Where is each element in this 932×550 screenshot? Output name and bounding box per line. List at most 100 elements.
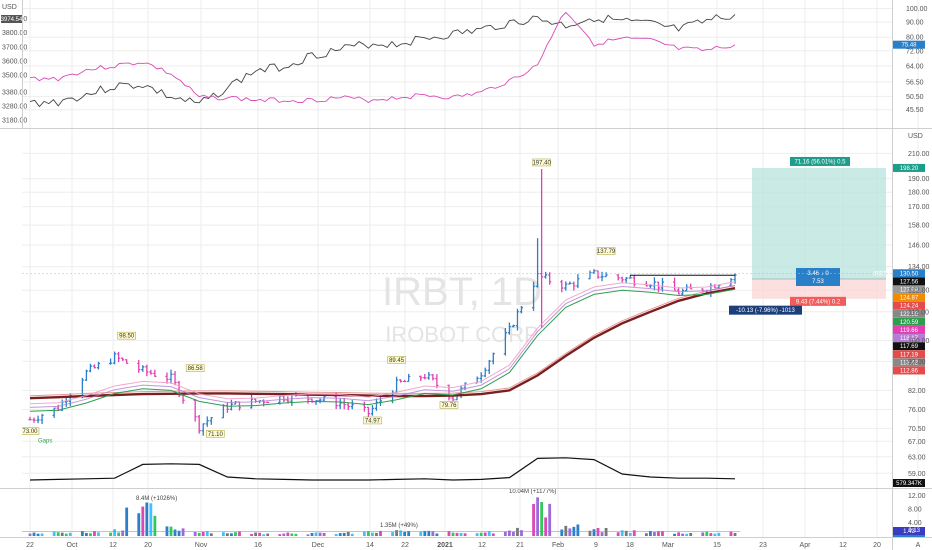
- price-badge: [893, 334, 925, 343]
- price-badge-value: 119.66: [900, 328, 919, 334]
- y-tick-label: 158.00: [908, 223, 930, 230]
- x-tick-label: 18: [626, 542, 634, 549]
- volume-bar: [689, 533, 693, 536]
- volume-bar: [209, 533, 213, 536]
- volume-bar: [520, 530, 523, 536]
- axes[interactable]: 22 Oct 12 20 Nov 16 Dec 14 22 2021 12 21 Feb 9 18 Mar 15…: [26, 133, 929, 549]
- watermark-name: IROBOT CORP: [385, 322, 539, 347]
- target-badge-value: 198.20: [900, 166, 919, 172]
- ma-green-line: [29, 288, 736, 412]
- x-tick-label: 12: [109, 542, 117, 549]
- volume-bar: [141, 506, 145, 536]
- volume-bar: [254, 532, 257, 536]
- y-tick-label: 122.00: [908, 288, 930, 295]
- volume-bar: [536, 497, 539, 536]
- price-badge: [893, 366, 925, 375]
- volume-bar: [463, 533, 467, 536]
- y-tick-label: 112.00: [908, 309, 929, 316]
- stop-label: 9.43 (7.44%) 0.2: [796, 299, 841, 305]
- volume-bar: [649, 530, 652, 536]
- volume-bar: [576, 524, 580, 536]
- ma-pink-line: [29, 285, 736, 397]
- volume-bar: [681, 533, 685, 536]
- volume-bar: [516, 527, 519, 536]
- center-label-box: [796, 268, 840, 287]
- volume-bar: [491, 533, 495, 536]
- volume-tick: 4.00: [908, 520, 922, 527]
- volume-bar: [713, 533, 717, 536]
- price-badge: [893, 342, 925, 351]
- volume-bar: [346, 532, 350, 536]
- volume-badge-2: 0.13: [908, 528, 920, 534]
- x-tick-label: Apr: [800, 542, 812, 549]
- price-label: 74.97: [365, 418, 381, 424]
- volume-bar: [310, 532, 314, 536]
- top-left-tick: 3280.00: [2, 103, 27, 110]
- price-label: 71.10: [208, 432, 224, 438]
- price-badge-value: 124.87: [900, 296, 919, 302]
- x-tick-label: 15: [713, 542, 721, 549]
- volume-tick: 12.00: [908, 493, 926, 500]
- price-badge-value: 118.17: [900, 336, 919, 342]
- volume-bar: [592, 529, 596, 536]
- comparison-line: [29, 11, 736, 104]
- volume-badge: 1.43: [903, 529, 915, 535]
- top-left-tick: 3380.00: [2, 89, 27, 96]
- y-tick-label: 70.50: [908, 426, 926, 433]
- y-tick-label: 146.00: [908, 242, 930, 249]
- price-label: 197.40: [532, 160, 551, 166]
- x-tick-label: Nov: [195, 542, 208, 549]
- volume-bar: [338, 533, 342, 536]
- volume-bar: [709, 533, 713, 536]
- volume-average-label: 1.35M (+49%): [380, 523, 418, 529]
- top-left-tick: 3500.00: [2, 72, 27, 79]
- center-sublabel: 7.53: [812, 279, 824, 285]
- price-badge: [893, 293, 925, 302]
- volume-bar: [367, 531, 370, 536]
- volume-bar: [371, 532, 374, 536]
- volume-bar: [350, 533, 354, 536]
- x-tick-label: A: [916, 542, 921, 549]
- x-tick-label: 2021: [437, 542, 453, 549]
- volume-bar: [512, 531, 515, 536]
- y-tick-label: 76.00: [908, 407, 926, 414]
- volume-bar: [342, 532, 346, 536]
- volume-bar: [64, 533, 68, 536]
- top-right-tick: 80.00: [906, 35, 924, 42]
- volume-bar: [149, 503, 153, 536]
- volume-bar: [266, 533, 270, 536]
- volume-bar: [596, 527, 600, 536]
- y-tick-label: 170.00: [908, 204, 930, 211]
- x-tick-label: 20: [873, 542, 881, 549]
- volume-bar: [503, 531, 507, 536]
- volume-bar: [544, 517, 548, 536]
- volume-bar: [560, 529, 564, 536]
- price-badge: [893, 285, 925, 294]
- volume-bar: [729, 531, 733, 536]
- volume-bar: [628, 532, 632, 536]
- price-badge: [893, 325, 925, 334]
- volume-bar: [620, 530, 624, 536]
- price-badge: [893, 317, 925, 326]
- volume-bar: [447, 531, 451, 536]
- y-tick-label: 134.00: [908, 264, 930, 271]
- y-tick-label: 82.00: [908, 388, 926, 395]
- stop-zone: [752, 279, 886, 299]
- price-badge-value: 127.04: [900, 287, 919, 293]
- volume-bar: [677, 532, 680, 536]
- stop-label-box: [790, 296, 846, 306]
- volume-bar: [85, 532, 88, 536]
- volume-bar: [80, 531, 84, 536]
- comparison-panel: 3900.003800.003700.003600.003500.003380.…: [1, 4, 928, 125]
- volume-bar: [113, 529, 116, 536]
- volume-bar: [600, 532, 604, 536]
- x-tick-label: 22: [401, 542, 409, 549]
- x-tick-label: 12: [478, 542, 486, 549]
- price-badge-value: 112.86: [900, 368, 919, 374]
- price-label-box: [532, 158, 551, 167]
- price-badge-value: 113.42: [900, 360, 919, 366]
- price-badge-value: 120.59: [900, 320, 919, 326]
- volume-bar: [379, 530, 382, 536]
- event-label: Gaps: [38, 439, 52, 445]
